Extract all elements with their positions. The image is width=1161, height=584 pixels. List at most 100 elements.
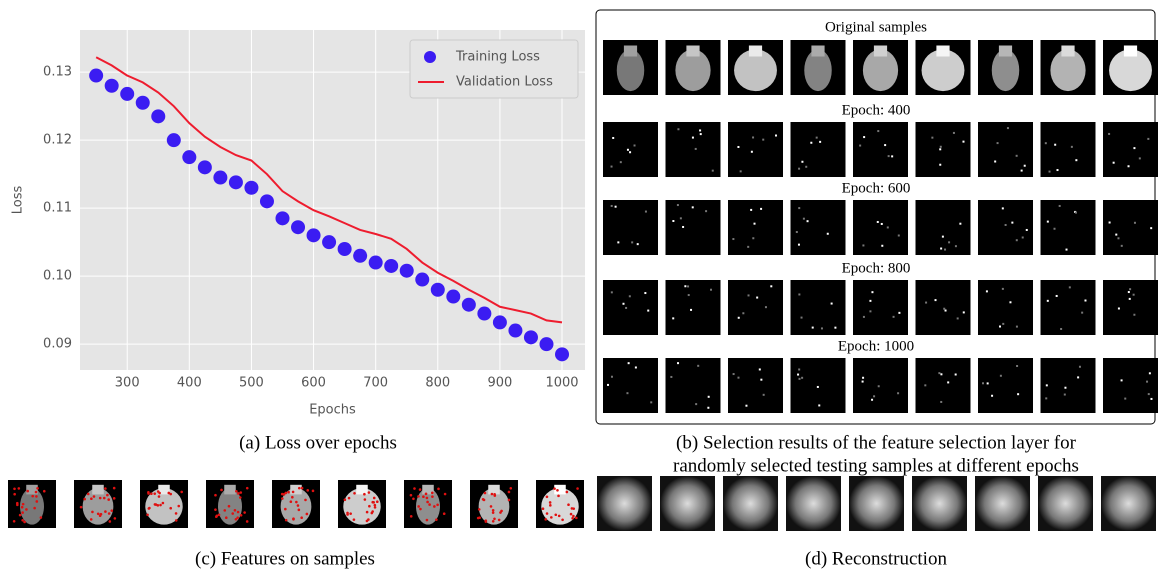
pixel xyxy=(762,393,765,396)
point xyxy=(461,297,476,312)
image xyxy=(728,280,783,335)
feature-dot xyxy=(372,501,375,504)
image xyxy=(1103,358,1158,413)
pixel xyxy=(737,316,740,319)
pixel xyxy=(747,294,750,297)
x-axis-label: Epochs xyxy=(309,403,356,418)
reconstruction xyxy=(912,476,967,531)
pixel xyxy=(672,220,675,223)
pixel xyxy=(1120,244,1123,247)
pixel xyxy=(1011,221,1014,224)
pixel xyxy=(1006,127,1009,130)
feature-dot xyxy=(180,490,183,494)
pixel xyxy=(1077,376,1080,379)
image xyxy=(978,122,1033,177)
feature-dot xyxy=(367,518,370,521)
pixel xyxy=(650,401,653,404)
pixel xyxy=(737,145,740,148)
feature-dot xyxy=(375,500,379,504)
pixel xyxy=(939,148,942,151)
feature-dot xyxy=(557,514,561,518)
feature-dot xyxy=(484,520,488,523)
pixel xyxy=(764,306,767,309)
pixel xyxy=(679,217,682,220)
feature-dot xyxy=(343,498,347,501)
feature-dot xyxy=(425,518,429,522)
feature-dot xyxy=(17,487,21,490)
pixel xyxy=(1054,143,1057,146)
feature-dot xyxy=(572,514,575,518)
image xyxy=(915,200,971,255)
pixel xyxy=(610,375,613,378)
pixel xyxy=(682,225,685,228)
feature-dot xyxy=(565,490,569,494)
pixel xyxy=(991,394,994,397)
pixel xyxy=(760,378,763,381)
feature-dot xyxy=(284,518,288,522)
pixel xyxy=(884,144,887,147)
pixel xyxy=(797,373,800,376)
y-tick-label: 0.11 xyxy=(43,201,72,216)
pixel xyxy=(996,142,999,145)
pixel xyxy=(707,395,710,398)
pixel xyxy=(1146,380,1149,383)
pixel xyxy=(861,380,864,383)
pixel xyxy=(1015,239,1018,242)
feature-dot xyxy=(311,489,315,493)
pixel xyxy=(797,243,800,246)
image-object xyxy=(1061,45,1075,57)
point xyxy=(104,78,119,93)
feature-dot xyxy=(426,500,429,504)
caption: (d) Reconstruction xyxy=(805,548,947,569)
pixel xyxy=(805,165,808,168)
point xyxy=(306,228,321,243)
pixel xyxy=(710,288,713,291)
feature-dot xyxy=(104,487,107,490)
feature-dot xyxy=(478,516,481,520)
image xyxy=(978,280,1033,335)
feature-dot xyxy=(110,509,114,512)
pixel xyxy=(1001,207,1004,210)
pixel xyxy=(732,238,735,241)
y-tick-label: 0.09 xyxy=(43,337,72,352)
pixel xyxy=(986,382,989,385)
pixel xyxy=(871,291,874,294)
feature-dot xyxy=(491,519,495,523)
point xyxy=(555,347,570,362)
pixel xyxy=(798,368,801,371)
pixel xyxy=(862,315,865,318)
image-object xyxy=(623,45,638,57)
reconstruction xyxy=(849,476,904,531)
feature-dot xyxy=(169,506,173,510)
pixel xyxy=(862,244,865,247)
point xyxy=(89,68,104,83)
pixel xyxy=(871,398,874,401)
pixel xyxy=(876,220,879,223)
pixel xyxy=(826,232,829,235)
pixel xyxy=(758,368,761,371)
feature-dot xyxy=(42,489,46,493)
pixel xyxy=(798,377,801,380)
feature-dot xyxy=(35,500,39,503)
image xyxy=(728,358,783,413)
feature-dot xyxy=(370,511,374,515)
feature-dot xyxy=(177,504,181,508)
x-tick-label: 500 xyxy=(239,376,264,391)
feature-dot xyxy=(237,492,240,495)
x-tick-label: 900 xyxy=(487,376,512,391)
row-label: Epoch: 600 xyxy=(842,180,911,196)
pixel xyxy=(934,299,937,302)
pixel xyxy=(959,222,962,225)
pixel xyxy=(1015,325,1018,328)
feature-dot xyxy=(96,512,100,516)
feature-dot xyxy=(549,504,552,507)
legend-marker xyxy=(424,51,436,63)
feature-dot xyxy=(297,486,301,490)
point xyxy=(415,272,430,287)
pixel xyxy=(677,128,680,131)
pixel xyxy=(607,383,610,386)
pixel xyxy=(1023,164,1026,167)
point xyxy=(399,263,414,278)
point xyxy=(120,86,135,101)
pixel xyxy=(672,317,675,320)
